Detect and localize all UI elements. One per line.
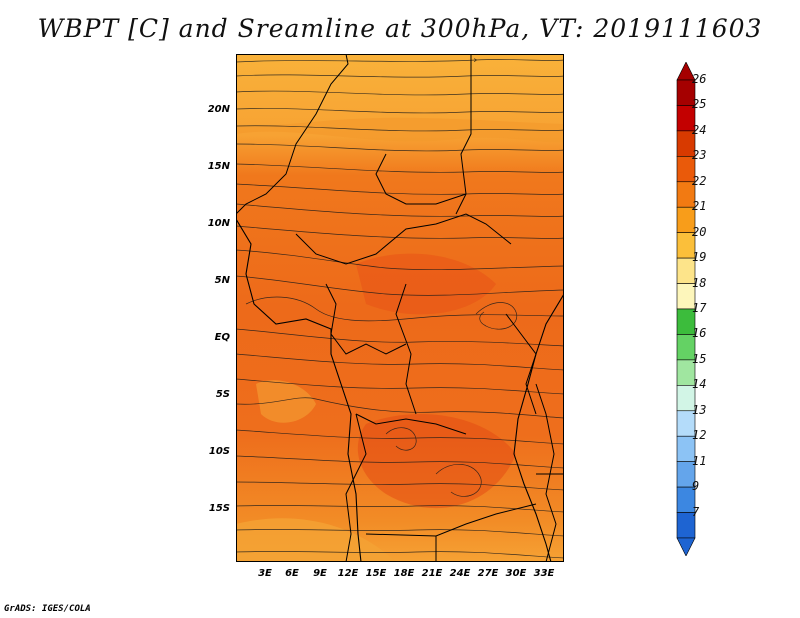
colorbar-label: 19 xyxy=(692,250,707,265)
colorbar xyxy=(676,62,696,556)
colorbar-label: 15 xyxy=(692,351,707,366)
lon-label-33e: 33E xyxy=(533,568,555,579)
country-borders xyxy=(236,54,564,562)
lon-label-30e: 30E xyxy=(505,568,527,579)
lon-label-12e: 12E xyxy=(337,568,359,579)
lon-label-21e: 21E xyxy=(421,568,443,579)
lat-label-10s: 10S xyxy=(208,446,230,457)
streamline-map xyxy=(236,54,564,562)
wbpt-field xyxy=(356,253,496,315)
streamlines xyxy=(236,59,564,559)
colorbar-label: 22 xyxy=(692,173,707,188)
colorbar-label: 25 xyxy=(692,97,707,112)
colorbar-label: 20 xyxy=(692,224,707,239)
colorbar-label: 18 xyxy=(692,275,707,290)
coastline xyxy=(236,218,564,562)
lat-label-15s: 15S xyxy=(208,503,230,514)
lon-label-15e: 15E xyxy=(365,568,387,579)
colorbar-label: 16 xyxy=(692,326,707,341)
colorbar-label: 14 xyxy=(692,377,707,392)
wbpt-field xyxy=(236,117,564,143)
lon-label-9e: 9E xyxy=(313,568,327,579)
lon-label-6e: 6E xyxy=(285,568,299,579)
colorbar-label: 12 xyxy=(692,428,707,443)
colorbar-label: 7 xyxy=(692,504,700,519)
lat-label-10n: 10N xyxy=(207,218,230,229)
colorbar-bottom-arrow xyxy=(676,537,696,556)
lat-label-5s: 5S xyxy=(215,389,230,400)
lat-label-5n: 5N xyxy=(214,275,230,286)
colorbar-label: 26 xyxy=(692,72,707,86)
lat-label-15n: 15N xyxy=(207,161,230,172)
colorbar-label: 24 xyxy=(692,122,707,137)
wbpt-field xyxy=(256,380,316,423)
lat-label-20n: 20N xyxy=(207,104,230,115)
map-title: WBPT [C] and Sreamline at 300hPa, VT: 20… xyxy=(37,14,763,43)
colorbar-label: 23 xyxy=(692,148,707,163)
lon-label-18e: 18E xyxy=(393,568,415,579)
lon-label-27e: 27E xyxy=(477,568,499,579)
grads-credit: GrADS: IGES/COLA xyxy=(4,604,91,614)
colorbar-label: 17 xyxy=(692,301,707,315)
colorbar-label: 11 xyxy=(692,453,707,468)
colorbar-label: 21 xyxy=(692,199,707,214)
lon-label-3e: 3E xyxy=(258,568,272,579)
colorbar-label: 9 xyxy=(692,479,700,494)
colorbar-label: 13 xyxy=(692,402,707,417)
map-frame xyxy=(236,54,564,562)
lon-label-24e: 24E xyxy=(449,568,471,579)
lat-label-eq: EQ xyxy=(214,332,230,343)
